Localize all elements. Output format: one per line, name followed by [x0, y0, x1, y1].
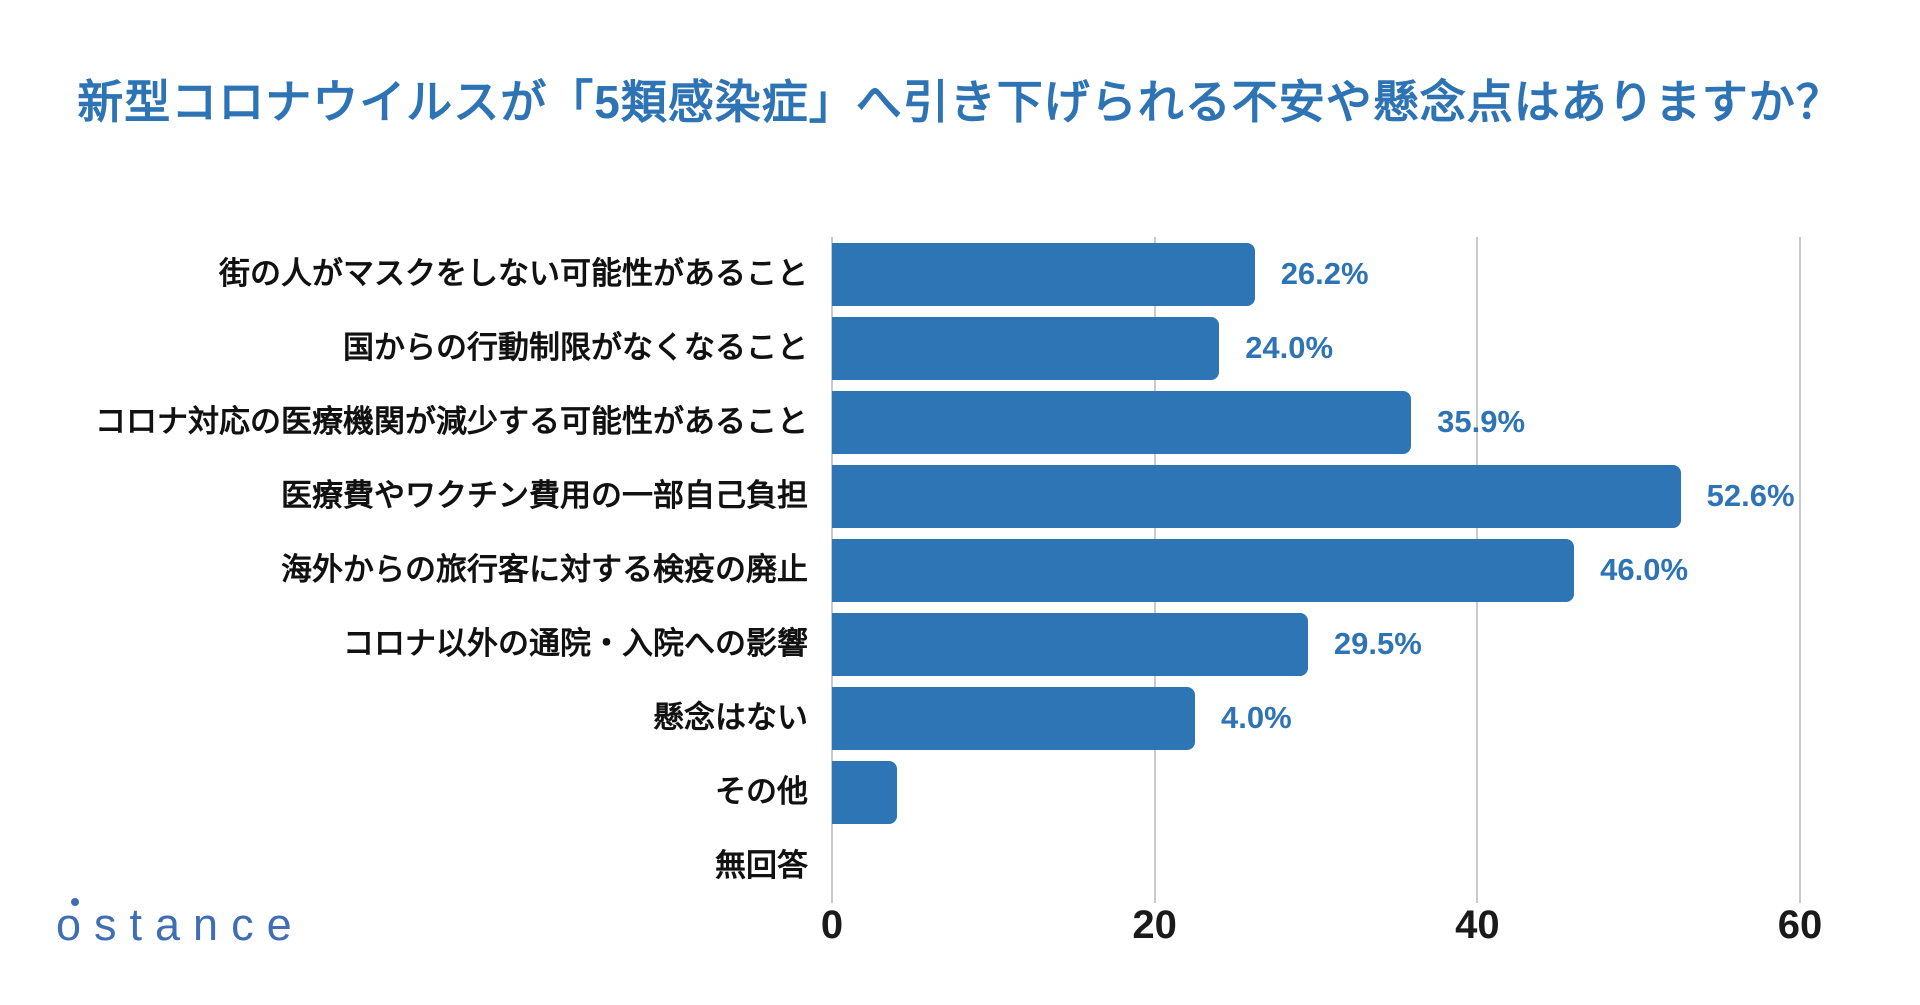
bar-track: 24.0%: [832, 316, 1800, 380]
bar: [832, 390, 1412, 454]
category-label: コロナ以外の通院・入院への影響: [343, 625, 808, 661]
bar: [832, 242, 1255, 306]
chart-row: コロナ対応の医療機関が減少する可能性があること 35.9%: [0, 385, 1800, 459]
x-tick-label: 0: [820, 903, 844, 947]
logo-dot-icon: [71, 898, 79, 906]
logo-text: ostance: [56, 899, 305, 950]
category-label: その他: [715, 773, 808, 809]
value-label: 46.0%: [1600, 552, 1689, 587]
chart-row: 医療費やワクチン費用の一部自己負担 52.6%: [0, 459, 1800, 533]
bar: [832, 760, 897, 824]
chart-row: 無回答: [0, 829, 1800, 903]
bar-track: 52.6%: [832, 464, 1800, 528]
value-label: 24.0%: [1245, 330, 1334, 365]
bar-chart: 街の人がマスクをしない可能性があること 26.2% 国からの行動制限がなくなること 2…: [0, 237, 1800, 903]
bar-track: 35.9%: [832, 390, 1800, 454]
bar: [832, 686, 1195, 750]
chart-row: 海外からの旅行客に対する検疫の廃止 46.0%: [0, 533, 1800, 607]
x-tick-label: 40: [1455, 903, 1500, 947]
value-label: 35.9%: [1437, 404, 1526, 439]
ostance-logo: ostance: [56, 898, 305, 950]
category-label: 無回答: [715, 847, 808, 883]
category-label: 懸念はない: [653, 699, 808, 735]
bar: [832, 464, 1681, 528]
category-label: 国からの行動制限がなくなること: [343, 329, 808, 365]
bar-track: [832, 835, 1800, 898]
value-label: 26.2%: [1280, 256, 1369, 291]
bar: [832, 538, 1575, 602]
bar-track: 29.5%: [832, 612, 1800, 676]
chart-row: 街の人がマスクをしない可能性があること 26.2%: [0, 237, 1800, 311]
value-label: 52.6%: [1706, 478, 1795, 513]
category-label: 海外からの旅行客に対する検疫の廃止: [281, 551, 808, 587]
chart-row: 国からの行動制限がなくなること 24.0%: [0, 311, 1800, 385]
category-label: 医療費やワクチン費用の一部自己負担: [281, 477, 808, 513]
gridline-60: [1799, 237, 1801, 903]
chart-row: コロナ以外の通院・入院への影響 29.5%: [0, 607, 1800, 681]
bar: [832, 612, 1308, 676]
bar-track: 4.0%: [832, 686, 1800, 750]
bar-track: 26.2%: [832, 242, 1800, 306]
chart-row: その他: [0, 755, 1800, 829]
chart-row: 懸念はない 4.0%: [0, 681, 1800, 755]
category-label: コロナ対応の医療機関が減少する可能性があること: [95, 403, 808, 439]
x-tick-label: 20: [1132, 903, 1177, 947]
x-axis-ticks: 0 20 40 60: [821, 903, 1822, 953]
category-label: 街の人がマスクをしない可能性があること: [219, 255, 808, 291]
bar-track: 46.0%: [832, 538, 1800, 602]
chart-title: 新型コロナウイルスが「5類感染症」へ引き下げられる不安や懸念点はありますか？: [77, 76, 1843, 128]
value-label: 4.0%: [1221, 700, 1292, 735]
x-tick-label: 60: [1777, 903, 1823, 947]
bar-track: [832, 760, 1800, 824]
bar: [832, 316, 1220, 380]
value-label: 29.5%: [1333, 626, 1422, 661]
